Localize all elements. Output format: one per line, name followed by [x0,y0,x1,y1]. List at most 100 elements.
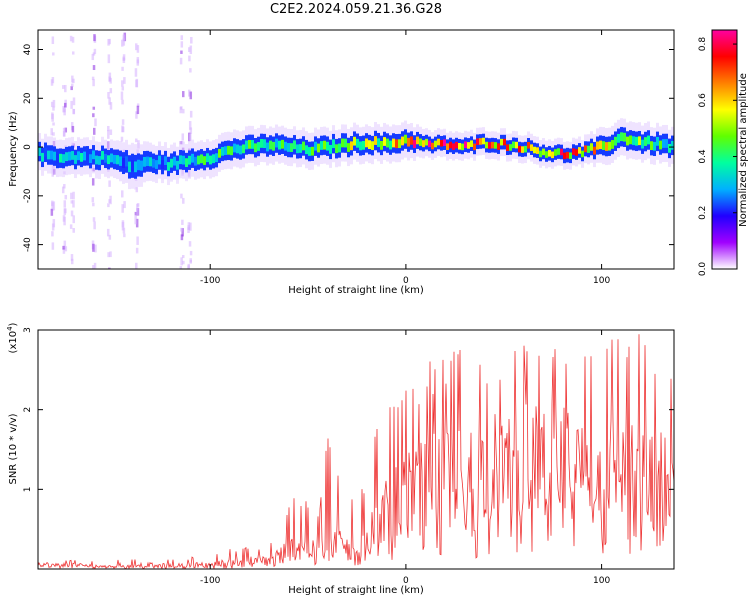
band-core-cell [515,141,518,149]
band-core-cell [383,137,386,146]
streak-cell [134,43,138,51]
band-core-cell [404,134,407,144]
x-tick-label: 100 [593,276,610,286]
streak-cell [123,233,126,238]
spectrogram-x-label: Height of straight line (km) [288,285,424,296]
band-core-cell [389,140,392,150]
streak-cell [52,99,56,108]
streak-cell [52,201,56,211]
band-core-cell [659,140,662,150]
band-core-cell [671,140,674,150]
band-core-cell [143,156,146,167]
snr-y-axis: 1 2 3 [23,327,674,492]
streak-cell [134,211,138,216]
band-core-cell [458,143,461,150]
band-core-cell [200,154,203,164]
band-core-cell [539,150,542,158]
band-core-cell [230,146,233,156]
band-core-cell [206,153,209,163]
band-core-cell [554,149,557,156]
y-tick-label: 0 [23,144,33,150]
band-core-cell [344,138,347,148]
band-core-cell [668,143,671,153]
band-core-cell [356,138,359,148]
band-core-cell [500,138,503,146]
x-tick-label: 0 [403,276,409,286]
streak-cell [52,106,55,111]
band-core-cell [239,145,242,155]
streak-cell [187,265,190,269]
spectrogram-x-axis: -100 0 100 [200,30,610,286]
streak-cell [136,203,140,207]
streak-cell [121,66,124,71]
band-core-cell [341,138,344,148]
band-core-cell [170,158,173,168]
streak-cell [50,208,54,216]
streak-cell [123,77,126,84]
streak-cell [107,252,110,258]
streak-cell [72,78,75,84]
band-core-cell [77,151,80,161]
streak-cell [62,215,66,222]
streak-cell [93,262,97,269]
band-core-cell [38,147,41,156]
streak-cell [120,136,124,142]
band-core-cell [245,140,248,150]
band-core-cell [260,139,263,148]
band-core-cell [284,141,287,151]
streak-cell [50,128,53,136]
band-core-cell [521,146,524,153]
y-tick-label: 2 [23,407,33,413]
band-core-cell [203,156,206,165]
band-core-cell [119,156,122,166]
band-core-cell [236,144,239,154]
band-core-cell [104,153,107,163]
band-core-cell [602,141,605,151]
band-core-cell [254,143,257,153]
band-core-cell [164,156,167,166]
band-core-cell [533,146,536,154]
band-core-cell [275,138,278,148]
band-core-cell [638,136,641,146]
x-tick-label: -100 [200,276,221,286]
band-core-cell [512,141,515,149]
streak-cell [51,77,55,84]
band-core-cell [296,144,299,154]
streak-cell [136,208,139,215]
streak-cell [62,245,65,250]
band-core-cell [71,151,74,160]
band-core-cell [269,140,272,150]
band-core-cell [299,144,302,153]
colorbar-label: Normalized spectral amplitude [738,73,749,227]
streak-cell [70,200,74,204]
x-tick-label: 100 [593,576,610,586]
streak-cell [50,101,54,108]
band-core-cell [194,156,197,166]
band-core-cell [233,143,236,153]
band-core-cell [398,139,401,149]
band-core-cell [215,153,218,163]
band-core-cell [587,145,590,153]
band-core-cell [287,143,290,152]
band-core-cell [428,140,431,148]
band-core-cell [128,161,131,173]
band-core-cell [332,139,335,149]
band-core-cell [53,151,56,161]
colorbar-tick-label: 0.4 [698,149,708,164]
band-core-cell [491,141,494,149]
band-core-cell [113,154,116,164]
streak-cell [70,254,74,261]
streak-cell [136,59,140,66]
streak-cell [108,97,111,105]
streak-cell [72,191,75,200]
streak-cell [108,180,111,187]
streak-cell [135,187,139,193]
snr-x-label: Height of straight line (km) [288,585,424,596]
streak-cell [108,267,111,269]
streak-cell [122,227,126,234]
streak-cell [180,35,184,40]
band-core-cell [74,155,77,164]
streak-cell [91,178,95,186]
streak-cell [92,113,95,118]
band-core-cell [416,136,419,145]
